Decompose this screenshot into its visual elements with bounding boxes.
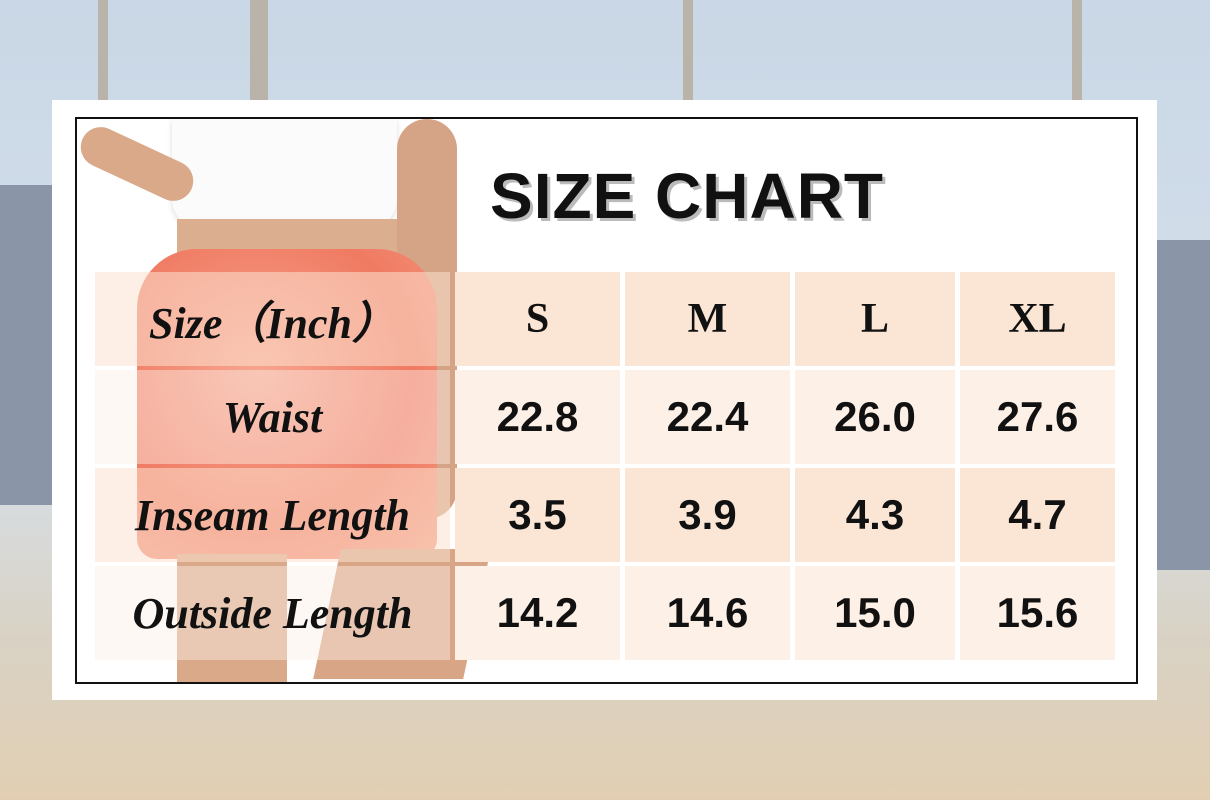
cell-value: 14.6 (625, 566, 790, 660)
cell-value: 3.9 (625, 468, 790, 562)
chart-title: SIZE CHART (490, 160, 884, 232)
crop-top (172, 119, 397, 229)
cell-value: 15.6 (960, 566, 1115, 660)
cell-value: 4.3 (795, 468, 955, 562)
header-l: L (795, 272, 955, 366)
cell-value: 4.7 (960, 468, 1115, 562)
cell-value: 26.0 (795, 370, 955, 464)
cell-value: 15.0 (795, 566, 955, 660)
cell-value: 27.6 (960, 370, 1115, 464)
header-size-label: Size（Inch） (95, 272, 450, 366)
utility-pole (250, 0, 268, 110)
house (1157, 240, 1210, 570)
header-s: S (455, 272, 620, 366)
cell-value: 22.8 (455, 370, 620, 464)
cell-value: 3.5 (455, 468, 620, 562)
utility-pole (683, 0, 693, 110)
row-label-waist: Waist (95, 370, 450, 464)
cell-value: 22.4 (625, 370, 790, 464)
utility-pole (98, 0, 108, 110)
utility-pole (1072, 0, 1082, 110)
header-xl: XL (960, 272, 1115, 366)
house (0, 185, 52, 505)
leg (177, 554, 287, 682)
row-label-outside-length: Outside Length (95, 566, 450, 660)
row-label-inseam-length: Inseam Length (95, 468, 450, 562)
cell-value: 14.2 (455, 566, 620, 660)
header-m: M (625, 272, 790, 366)
